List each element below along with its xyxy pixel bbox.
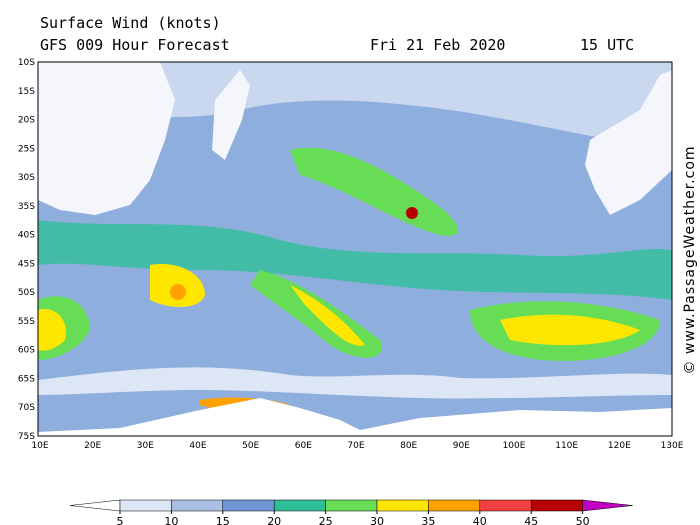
latitude-label: 20S <box>18 116 35 126</box>
longitude-label: 90E <box>453 441 470 451</box>
colorbar-segment <box>273 499 326 512</box>
longitude-label: 120E <box>608 441 631 451</box>
colorbar-segment <box>325 499 378 512</box>
latitude-label: 10S <box>18 58 35 68</box>
longitude-label: 30E <box>137 441 154 451</box>
colorbar-label: 15 <box>216 515 230 525</box>
latitude-label: 75S <box>18 432 35 442</box>
title: Surface Wind (knots) <box>40 14 221 32</box>
colorbar-label: 35 <box>421 515 435 525</box>
latitude-label: 25S <box>18 144 35 154</box>
latitude-label: 65S <box>18 374 35 384</box>
colorbar-label: 5 <box>117 515 124 525</box>
time: 15 UTC <box>580 36 634 54</box>
latitude-label: 40S <box>18 231 35 241</box>
map-frame <box>37 61 673 437</box>
latitude-label: 55S <box>18 317 35 327</box>
longitude-label: 50E <box>242 441 259 451</box>
colorbar-label: 40 <box>473 515 487 525</box>
colorbar: 5 10 15 20 25 30 35 40 45 50 <box>69 499 633 525</box>
latitude-label: 50S <box>18 288 35 298</box>
latitude-label: 60S <box>18 346 35 356</box>
colorbar-segment <box>171 499 224 512</box>
colorbar-segment <box>530 499 583 512</box>
longitude-label: 20E <box>84 441 101 451</box>
colorbar-segment <box>582 499 633 512</box>
colorbar-segment <box>119 499 172 512</box>
longitude-label: 110E <box>555 441 578 451</box>
longitude-label: 10E <box>31 441 48 451</box>
latitude-label: 35S <box>18 202 35 212</box>
date: Fri 21 Feb 2020 <box>370 36 505 54</box>
latitude-label: 45S <box>18 259 35 269</box>
colorbar-label: 25 <box>319 515 333 525</box>
longitude-label: 80E <box>400 441 417 451</box>
colorbar-label: 20 <box>267 515 281 525</box>
longitude-label: 70E <box>347 441 364 451</box>
watermark: © www.PassageWeather.com <box>682 145 698 374</box>
colorbar-segment <box>222 499 275 512</box>
longitude-label: 60E <box>295 441 312 451</box>
wind-field <box>38 62 672 436</box>
axis-labels: 10S 15S 20S 25S 30S 35S 40S 45S 50S 55S 60S 65S 70S 7… <box>18 58 684 451</box>
colorbar-label: 45 <box>524 515 538 525</box>
longitude-label: 40E <box>189 441 206 451</box>
colorbar-label: 50 <box>576 515 590 525</box>
colorbar-label: 10 <box>164 515 178 525</box>
longitude-label: 100E <box>503 441 526 451</box>
subtitle: GFS 009 Hour Forecast <box>40 36 230 54</box>
colorbar-segment <box>479 499 532 512</box>
colorbar-segment <box>428 499 481 512</box>
latitude-label: 15S <box>18 87 35 97</box>
latitude-label: 30S <box>18 173 35 183</box>
latitude-label: 70S <box>18 403 35 413</box>
colorbar-segment <box>376 499 429 512</box>
longitude-label: 130E <box>661 441 684 451</box>
colorbar-label: 30 <box>370 515 384 525</box>
colorbar-segment <box>69 499 121 512</box>
